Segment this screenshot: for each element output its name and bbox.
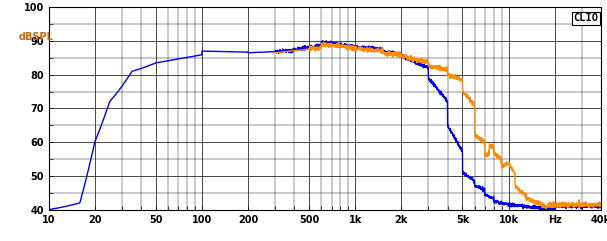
Text: dBSPL: dBSPL <box>18 32 53 41</box>
Text: CLIO: CLIO <box>573 13 598 23</box>
